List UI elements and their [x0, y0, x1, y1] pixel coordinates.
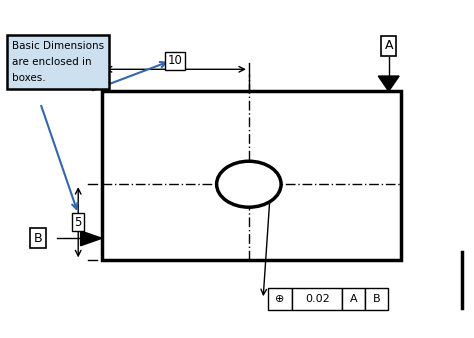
- Text: ⊕: ⊕: [275, 294, 285, 304]
- Text: Basic Dimensions
are enclosed in
boxes.: Basic Dimensions are enclosed in boxes.: [12, 41, 104, 83]
- Text: 5: 5: [74, 216, 82, 229]
- Circle shape: [217, 161, 281, 207]
- Bar: [102, 91, 401, 260]
- Text: 0.02: 0.02: [305, 294, 330, 304]
- Text: B: B: [34, 232, 42, 245]
- Text: 10: 10: [168, 54, 183, 67]
- Text: A: A: [350, 294, 357, 304]
- Polygon shape: [378, 76, 399, 91]
- Text: A: A: [384, 39, 393, 52]
- Bar: [342, 288, 365, 310]
- Text: B: B: [373, 294, 380, 304]
- Polygon shape: [81, 231, 102, 246]
- Bar: [365, 288, 388, 310]
- Bar: [292, 288, 342, 310]
- Bar: [268, 288, 292, 310]
